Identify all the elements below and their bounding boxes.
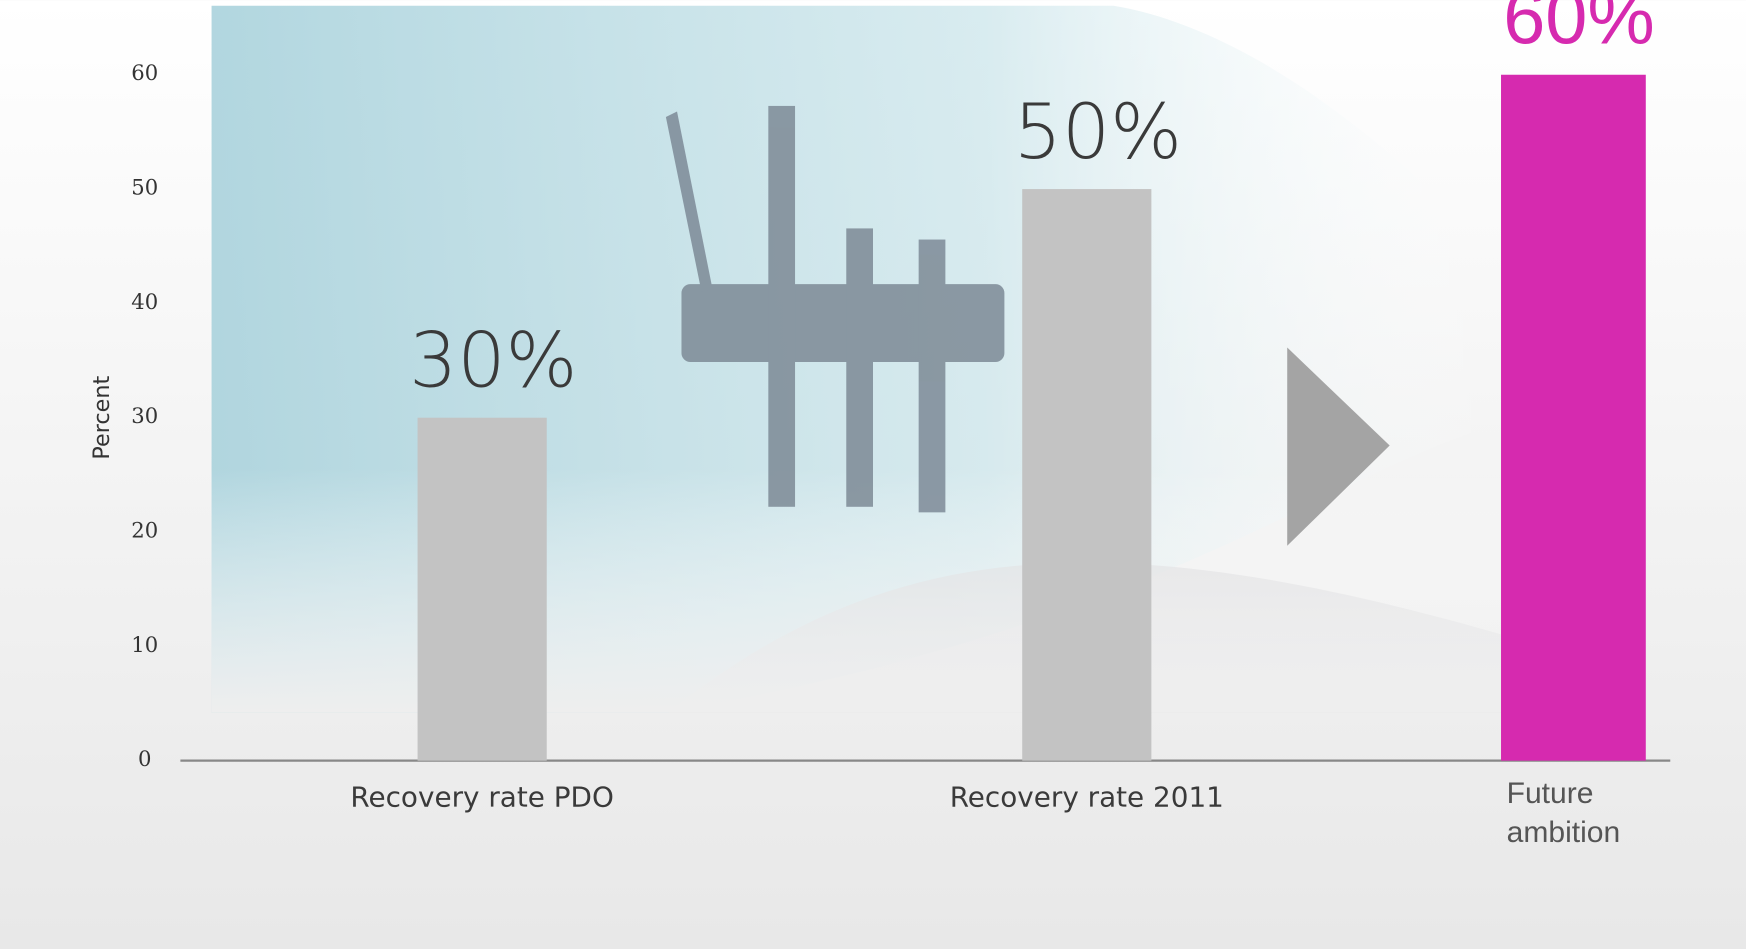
x-tick-wrap: Future ambition bbox=[1506, 776, 1621, 849]
y-tick-label: 40 bbox=[131, 289, 158, 314]
bar bbox=[1022, 189, 1152, 761]
x-tick-label: Recovery rate 2011 bbox=[949, 780, 1224, 814]
y-tick-label: 20 bbox=[131, 518, 158, 543]
platform-illustration bbox=[665, 105, 1005, 513]
y-tick-label: 0 bbox=[138, 746, 151, 771]
value-label: 50% bbox=[1014, 88, 1182, 176]
y-axis-label: Percent bbox=[89, 376, 115, 460]
y-tick-label: 50 bbox=[131, 175, 158, 200]
arrow bbox=[1287, 347, 1390, 546]
x-tick-wrap: Recovery rate 2011 bbox=[949, 780, 1224, 814]
x-tick-wrap: Recovery rate PDO bbox=[350, 780, 614, 814]
value-label: 60% bbox=[1503, 0, 1655, 61]
y-tick-label: 10 bbox=[131, 632, 158, 657]
x-tick-label: Recovery rate PDO bbox=[350, 780, 614, 814]
y-tick-label: 30 bbox=[131, 403, 158, 428]
bar bbox=[417, 417, 547, 761]
y-tick-label: 60 bbox=[131, 60, 158, 85]
value-label: 30% bbox=[409, 317, 577, 405]
x-tick-label: Future ambition bbox=[1506, 776, 1621, 849]
bar bbox=[1501, 74, 1646, 761]
